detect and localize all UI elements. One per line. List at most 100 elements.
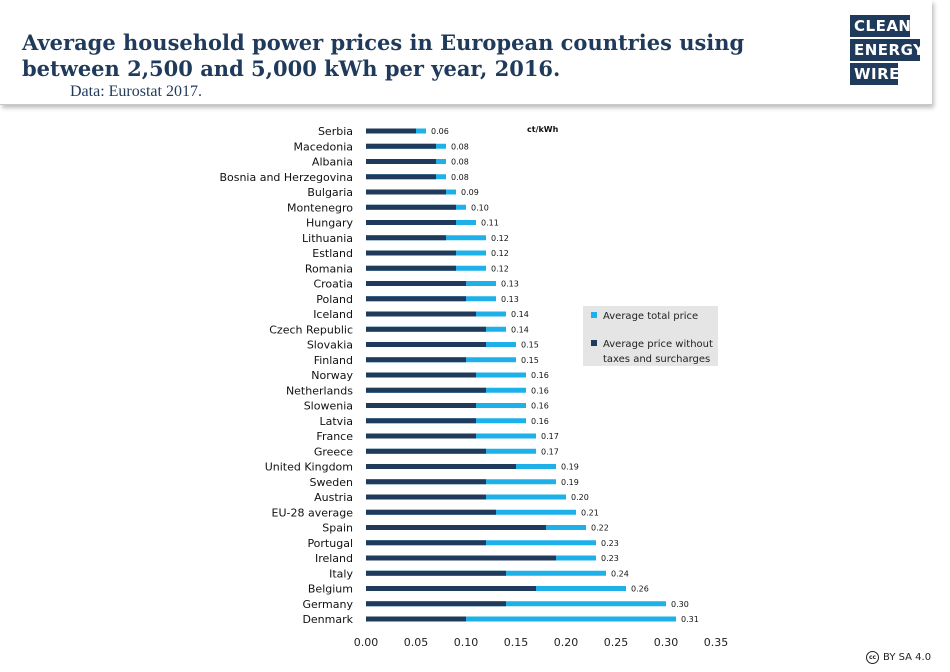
category-label-poland: Poland bbox=[316, 293, 353, 306]
unit-label: ct/kWh bbox=[527, 125, 559, 134]
bar-without-taxes-bulgaria bbox=[366, 189, 446, 195]
header: Average household power prices in Europe… bbox=[0, 0, 932, 105]
legend-label-total: Average total price bbox=[603, 311, 699, 322]
bar-total-denmark bbox=[366, 616, 676, 622]
x-tick-label: 0.30 bbox=[654, 636, 679, 649]
value-label-germany: 0.30 bbox=[671, 600, 689, 609]
bar-without-taxes-denmark bbox=[366, 616, 466, 622]
category-label-bulgaria: Bulgaria bbox=[307, 186, 353, 199]
value-label-belgium: 0.26 bbox=[631, 585, 649, 594]
category-label-portugal: Portugal bbox=[307, 537, 353, 550]
bar-without-taxes-greece bbox=[366, 448, 486, 454]
category-label-croatia: Croatia bbox=[313, 278, 353, 291]
value-label-albania: 0.08 bbox=[451, 158, 469, 167]
chart-title: Average household power prices in Europe… bbox=[22, 30, 745, 81]
x-tick-label: 0.05 bbox=[404, 636, 429, 649]
category-label-albania: Albania bbox=[312, 156, 353, 169]
value-label-bosnia-and-herzegovina: 0.08 bbox=[451, 173, 469, 182]
category-label-united-kingdom: United Kingdom bbox=[265, 461, 353, 474]
bar-without-taxes-ireland bbox=[366, 555, 556, 561]
bar-without-taxes-bosnia-and-herzegovina bbox=[366, 174, 436, 180]
legend-item-without-taxes: Average price without taxes and surcharg… bbox=[591, 337, 716, 367]
category-label-spain: Spain bbox=[322, 522, 353, 535]
bar-without-taxes-hungary bbox=[366, 220, 456, 225]
value-label-greece: 0.17 bbox=[541, 447, 559, 456]
category-label-czech-republic: Czech Republic bbox=[269, 323, 353, 336]
value-label-spain: 0.22 bbox=[591, 524, 609, 533]
x-tick-label: 0.15 bbox=[504, 636, 529, 649]
bar-without-taxes-latvia bbox=[366, 418, 476, 424]
data-source: Data: Eurostat 2017. bbox=[70, 83, 202, 100]
bar-without-taxes-poland bbox=[366, 296, 466, 302]
value-label-ireland: 0.23 bbox=[601, 554, 619, 563]
bar-without-taxes-belgium bbox=[366, 586, 536, 591]
category-label-germany: Germany bbox=[302, 598, 353, 611]
category-label-ireland: Ireland bbox=[315, 552, 353, 565]
value-label-iceland: 0.14 bbox=[511, 310, 529, 319]
bar-without-taxes-finland bbox=[366, 357, 466, 363]
bar-without-taxes-montenegro bbox=[366, 204, 456, 210]
value-label-france: 0.17 bbox=[541, 432, 559, 441]
category-label-austria: Austria bbox=[314, 491, 353, 504]
bar-without-taxes-united-kingdom bbox=[366, 464, 516, 469]
license: cc BY SA 4.0 bbox=[866, 651, 931, 664]
value-label-estland: 0.12 bbox=[491, 249, 509, 258]
logo-line-1: CLEAN bbox=[850, 15, 911, 37]
bar-without-taxes-albania bbox=[366, 159, 436, 164]
category-label-slowenia: Slowenia bbox=[304, 400, 353, 413]
category-label-sweden: Sweden bbox=[310, 476, 353, 489]
bar-without-taxes-czech-republic bbox=[366, 326, 486, 332]
category-label-slovakia: Slovakia bbox=[307, 339, 353, 352]
category-label-montenegro: Montenegro bbox=[287, 201, 353, 214]
value-label-netherlands: 0.16 bbox=[531, 386, 549, 395]
value-label-eu-28-average: 0.21 bbox=[581, 508, 599, 517]
bar-without-taxes-netherlands bbox=[366, 387, 486, 393]
bar-total-germany bbox=[366, 601, 666, 607]
x-tick-label: 0.20 bbox=[554, 636, 579, 649]
logo-line-2: ENERGY bbox=[850, 39, 924, 61]
value-label-denmark: 0.31 bbox=[681, 615, 699, 624]
bar-without-taxes-portugal bbox=[366, 540, 486, 546]
value-label-slowenia: 0.16 bbox=[531, 402, 549, 411]
bar-without-taxes-germany bbox=[366, 601, 506, 607]
value-label-hungary: 0.11 bbox=[481, 219, 499, 228]
x-tick-label: 0.25 bbox=[604, 636, 629, 649]
category-label-italy: Italy bbox=[329, 567, 353, 580]
value-label-slovakia: 0.15 bbox=[521, 341, 539, 350]
category-label-eu-28-average: EU-28 average bbox=[272, 506, 354, 519]
x-tick-label: 0.35 bbox=[704, 636, 729, 649]
bar-without-taxes-spain bbox=[366, 525, 546, 530]
value-label-sweden: 0.19 bbox=[561, 478, 579, 487]
value-label-poland: 0.13 bbox=[501, 295, 519, 304]
value-label-united-kingdom: 0.19 bbox=[561, 463, 579, 472]
bar-without-taxes-iceland bbox=[366, 311, 476, 317]
bar-without-taxes-france bbox=[366, 433, 476, 439]
category-label-iceland: Iceland bbox=[313, 308, 353, 321]
legend-label-without-taxes: Average price without taxes and surcharg… bbox=[603, 339, 713, 365]
bar-without-taxes-slovakia bbox=[366, 342, 486, 347]
bar-without-taxes-slowenia bbox=[366, 403, 476, 408]
category-label-france: France bbox=[316, 430, 353, 443]
bar-without-taxes-romania bbox=[366, 265, 456, 271]
category-label-norway: Norway bbox=[311, 369, 353, 382]
bar-without-taxes-serbia bbox=[366, 128, 416, 134]
bar-without-taxes-sweden bbox=[366, 479, 486, 485]
category-label-denmark: Denmark bbox=[302, 613, 353, 626]
x-tick-label: 0.10 bbox=[454, 636, 479, 649]
category-label-estland: Estland bbox=[312, 247, 353, 260]
value-label-bulgaria: 0.09 bbox=[461, 188, 479, 197]
category-label-greece: Greece bbox=[314, 445, 353, 458]
creative-commons-icon: cc bbox=[866, 651, 879, 664]
bar-without-taxes-eu-28-average bbox=[366, 509, 496, 515]
value-label-czech-republic: 0.14 bbox=[511, 325, 529, 334]
category-label-netherlands: Netherlands bbox=[286, 384, 353, 397]
bar-without-taxes-norway bbox=[366, 372, 476, 378]
category-label-romania: Romania bbox=[305, 262, 353, 275]
category-label-belgium: Belgium bbox=[308, 583, 353, 596]
value-label-romania: 0.12 bbox=[491, 264, 509, 273]
value-label-montenegro: 0.10 bbox=[471, 203, 489, 212]
bar-without-taxes-estland bbox=[366, 250, 456, 256]
bar-without-taxes-austria bbox=[366, 494, 486, 500]
value-label-macedonia: 0.08 bbox=[451, 142, 469, 151]
license-text: BY SA 4.0 bbox=[883, 652, 932, 663]
